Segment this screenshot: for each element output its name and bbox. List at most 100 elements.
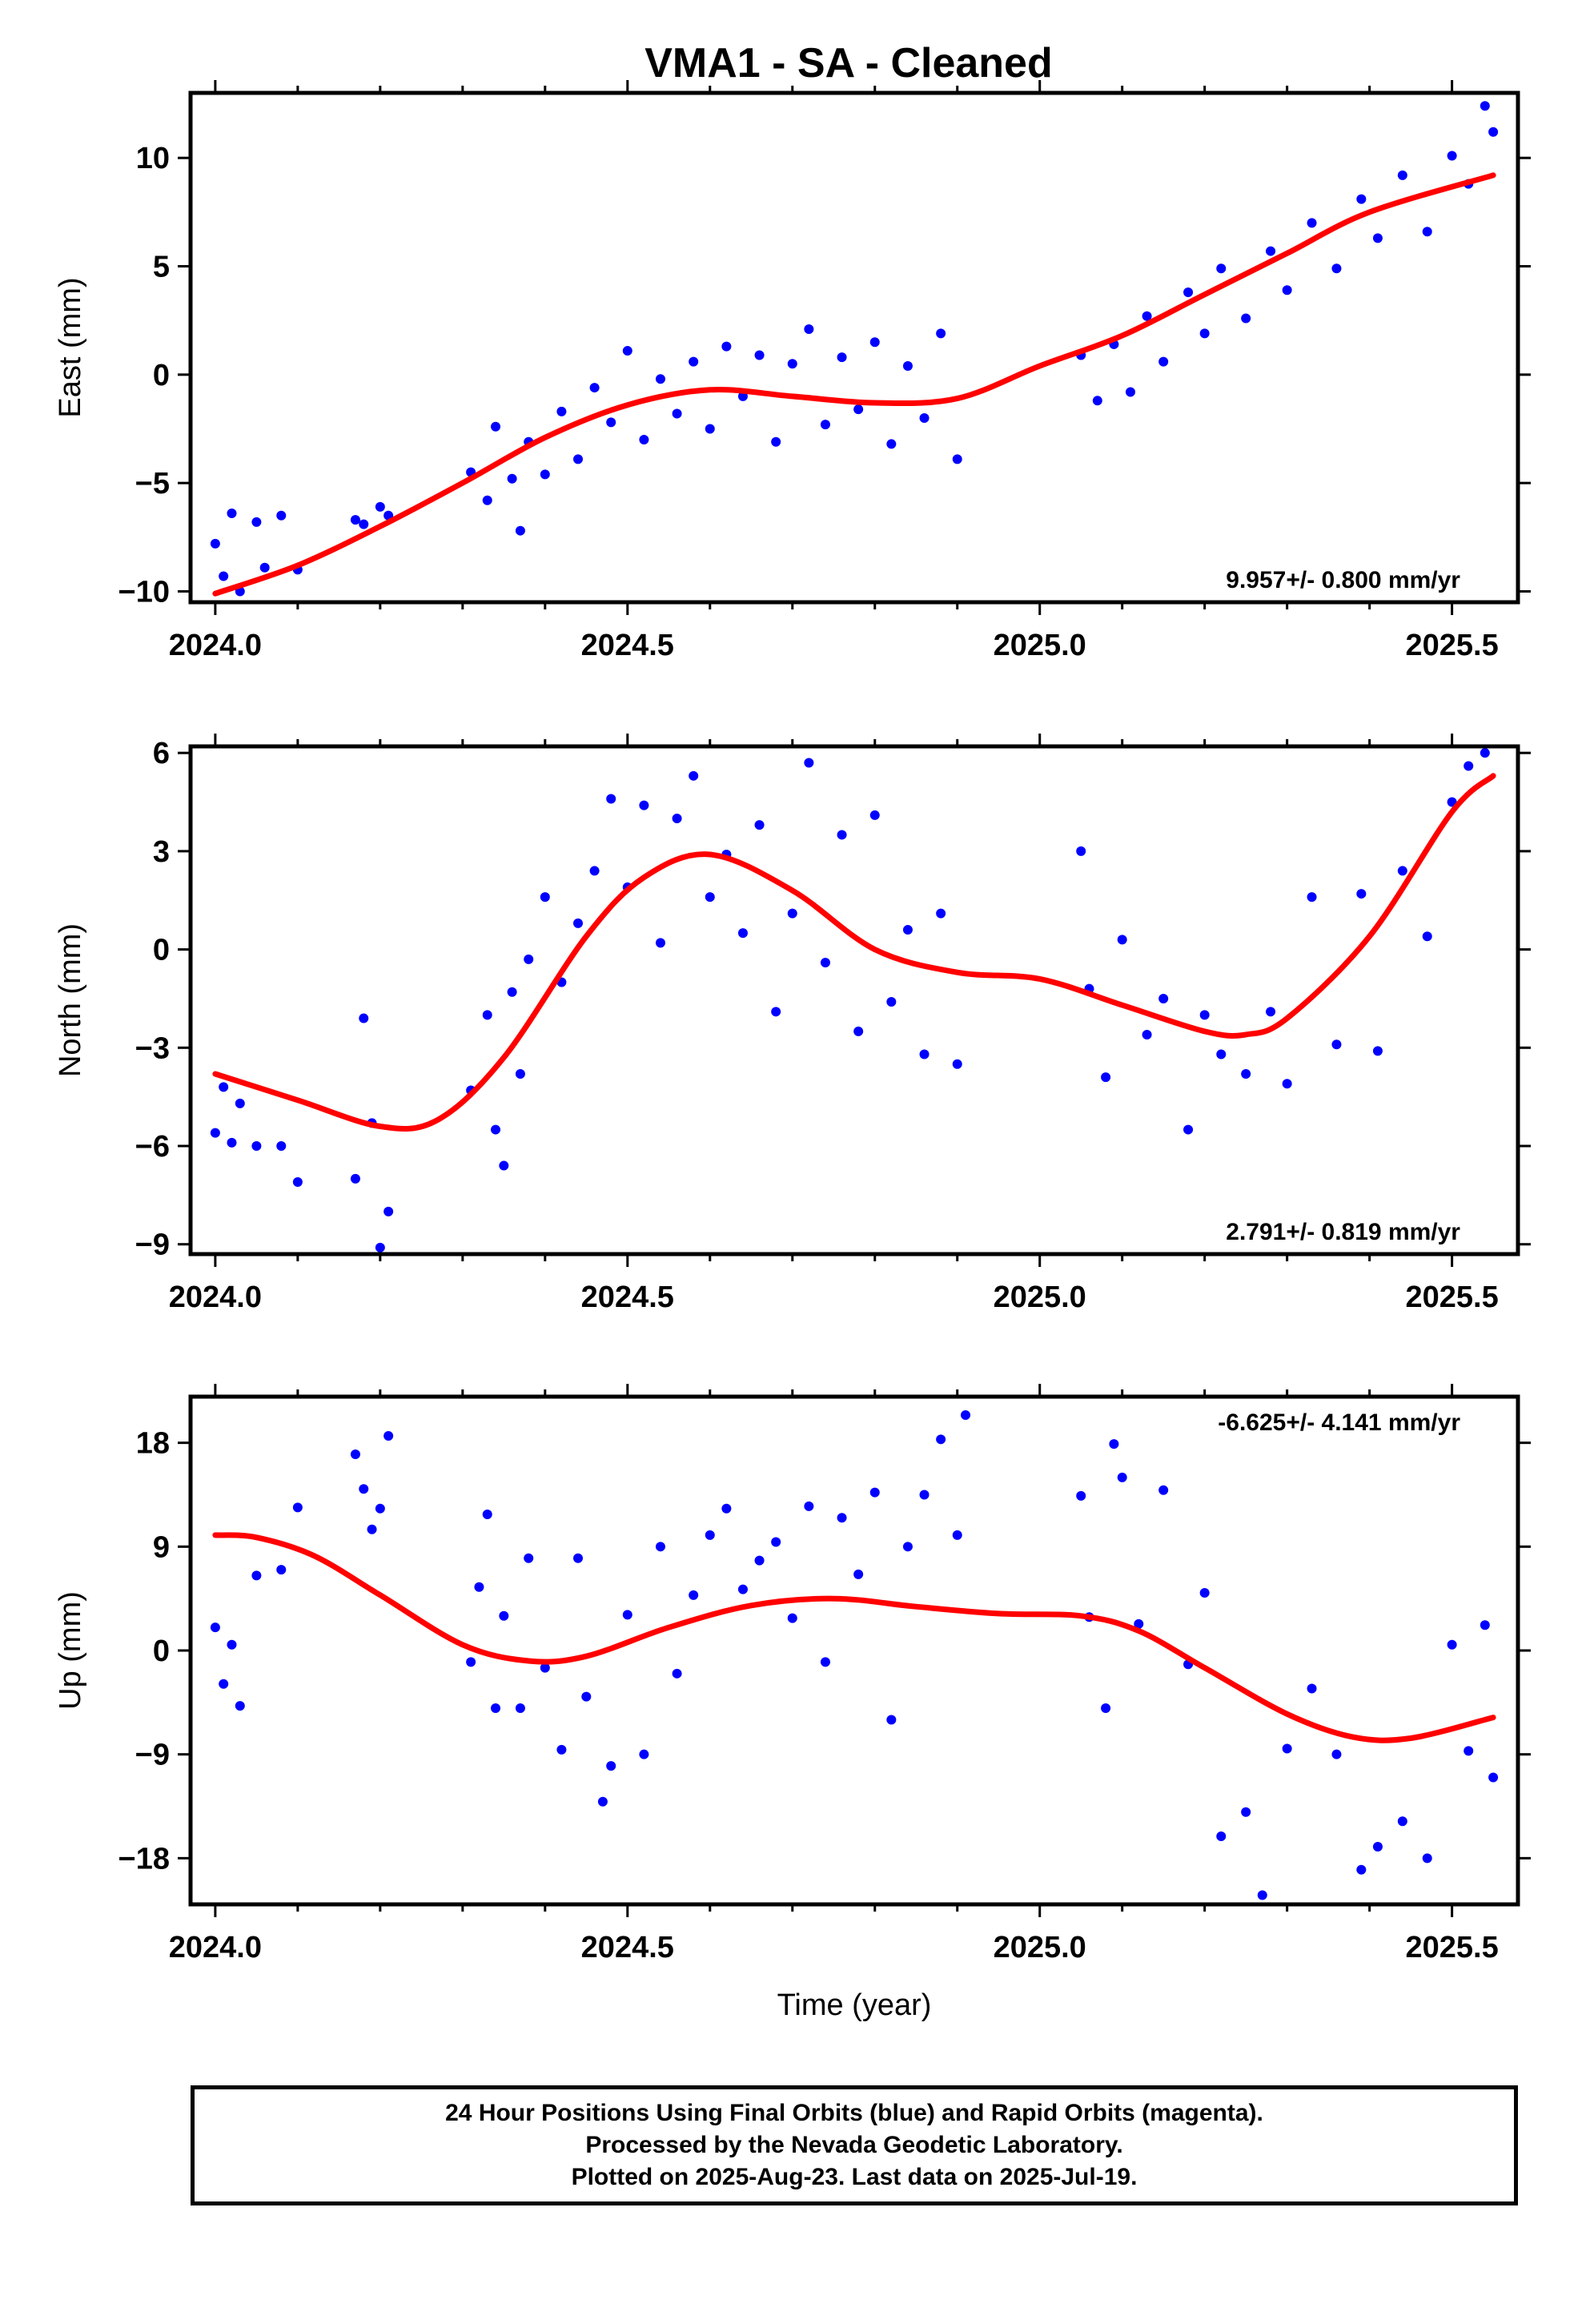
data-point bbox=[482, 1010, 492, 1020]
data-point bbox=[721, 341, 732, 352]
data-point bbox=[639, 1749, 649, 1759]
data-point bbox=[919, 1049, 930, 1059]
data-point bbox=[589, 866, 600, 876]
data-point bbox=[1397, 866, 1407, 876]
data-point bbox=[589, 383, 600, 393]
footer-line-1: 24 Hour Positions Using Final Orbits (bl… bbox=[445, 2100, 1263, 2126]
y-tick-label: 6 bbox=[153, 737, 170, 770]
y-tick-label: −3 bbox=[135, 1031, 170, 1065]
data-point bbox=[1282, 1079, 1292, 1089]
data-point bbox=[1464, 1746, 1474, 1756]
data-point bbox=[837, 1513, 847, 1523]
data-point bbox=[251, 1141, 262, 1152]
data-point bbox=[804, 1501, 814, 1511]
data-point bbox=[902, 361, 913, 372]
data-point bbox=[573, 1553, 584, 1563]
data-point bbox=[515, 1703, 525, 1714]
data-point bbox=[919, 412, 930, 423]
y-tick-label: −6 bbox=[135, 1130, 170, 1164]
footer-box: 24 Hour Positions Using Final Orbits (bl… bbox=[191, 2085, 1518, 2205]
data-point bbox=[1488, 127, 1499, 137]
data-point bbox=[689, 356, 699, 367]
data-layer bbox=[210, 101, 1499, 597]
data-point bbox=[961, 1410, 971, 1421]
data-point bbox=[1464, 761, 1474, 771]
y-tick-label: 18 bbox=[136, 1427, 170, 1461]
data-point bbox=[367, 1524, 377, 1534]
data-point bbox=[622, 346, 632, 356]
data-point bbox=[787, 1613, 797, 1623]
data-point bbox=[1307, 892, 1317, 903]
data-point bbox=[359, 1484, 369, 1494]
fit-curve bbox=[212, 773, 1496, 1132]
data-point bbox=[292, 1177, 303, 1188]
data-point bbox=[210, 1622, 220, 1633]
data-point bbox=[507, 473, 517, 484]
data-point bbox=[556, 406, 567, 416]
data-point bbox=[936, 328, 946, 339]
data-point bbox=[491, 421, 501, 432]
data-point bbox=[737, 1584, 748, 1594]
data-point bbox=[482, 495, 492, 505]
data-point bbox=[1125, 387, 1135, 397]
y-axis-label: East (mm) bbox=[54, 277, 87, 417]
data-point bbox=[507, 987, 517, 997]
x-tick-label: 2024.0 bbox=[169, 1931, 262, 1964]
data-point bbox=[573, 918, 584, 928]
data-point bbox=[1422, 931, 1432, 942]
data-point bbox=[276, 1565, 287, 1575]
data-point bbox=[515, 1069, 525, 1080]
panel-east: 2024.0 2024.5 2025.0 2025.5 −10 −5 0 5 10 East (m… bbox=[54, 80, 1531, 662]
fit-curve bbox=[212, 1532, 1496, 1743]
data-point bbox=[754, 350, 765, 360]
y-tick-label: −9 bbox=[135, 1739, 170, 1772]
y-tick-label: 3 bbox=[153, 835, 170, 869]
data-point bbox=[952, 1059, 962, 1069]
data-point bbox=[383, 1206, 394, 1216]
y-tick-label: −5 bbox=[135, 467, 170, 501]
data-point bbox=[499, 1160, 509, 1171]
data-layer bbox=[210, 1410, 1499, 1900]
data-point bbox=[474, 1582, 484, 1592]
panel-up: 2024.0 2024.5 2025.0 2025.5 −18 −9 0 9 18 Up (mm)… bbox=[54, 1384, 1531, 2022]
data-point bbox=[804, 758, 814, 768]
data-point bbox=[383, 1430, 394, 1441]
data-point bbox=[771, 1007, 781, 1017]
data-point bbox=[1447, 151, 1457, 161]
panel-frame bbox=[188, 90, 1520, 605]
data-point bbox=[820, 1657, 830, 1667]
data-point bbox=[689, 770, 699, 781]
y-tick-label: 5 bbox=[153, 251, 170, 284]
data-point bbox=[227, 1137, 237, 1148]
footer-line-2: Processed by the Nevada Geodetic Laborat… bbox=[585, 2132, 1123, 2158]
data-point bbox=[359, 1013, 369, 1023]
x-tick-label: 2025.5 bbox=[1405, 629, 1498, 662]
data-point bbox=[210, 1128, 220, 1138]
y-tick-label: 9 bbox=[153, 1530, 170, 1564]
data-point bbox=[606, 417, 616, 428]
data-point bbox=[639, 800, 649, 810]
data-point bbox=[1101, 1072, 1111, 1083]
data-point bbox=[210, 538, 220, 549]
data-point bbox=[1356, 1864, 1367, 1875]
x-tick-label: 2025.0 bbox=[994, 629, 1086, 662]
y-axis-label: North (mm) bbox=[54, 923, 87, 1077]
data-point bbox=[1117, 935, 1127, 945]
fit-curve bbox=[212, 172, 1496, 597]
x-tick-label: 2024.0 bbox=[169, 1281, 262, 1314]
data-point bbox=[1488, 1772, 1499, 1783]
data-point bbox=[292, 1502, 303, 1513]
data-point bbox=[705, 424, 715, 434]
data-point bbox=[804, 324, 814, 334]
y-tick-label: 0 bbox=[153, 1634, 170, 1668]
x-tick-label: 2024.0 bbox=[169, 629, 262, 662]
x-tick-label: 2024.5 bbox=[581, 1931, 674, 1964]
data-point bbox=[886, 997, 897, 1007]
data-point bbox=[787, 908, 797, 919]
data-point bbox=[581, 1691, 592, 1702]
y-tick-label: 0 bbox=[153, 934, 170, 967]
data-point bbox=[1216, 1831, 1227, 1841]
data-point bbox=[853, 404, 864, 415]
chart-title: VMA1 - SA - Cleaned bbox=[644, 40, 1053, 86]
